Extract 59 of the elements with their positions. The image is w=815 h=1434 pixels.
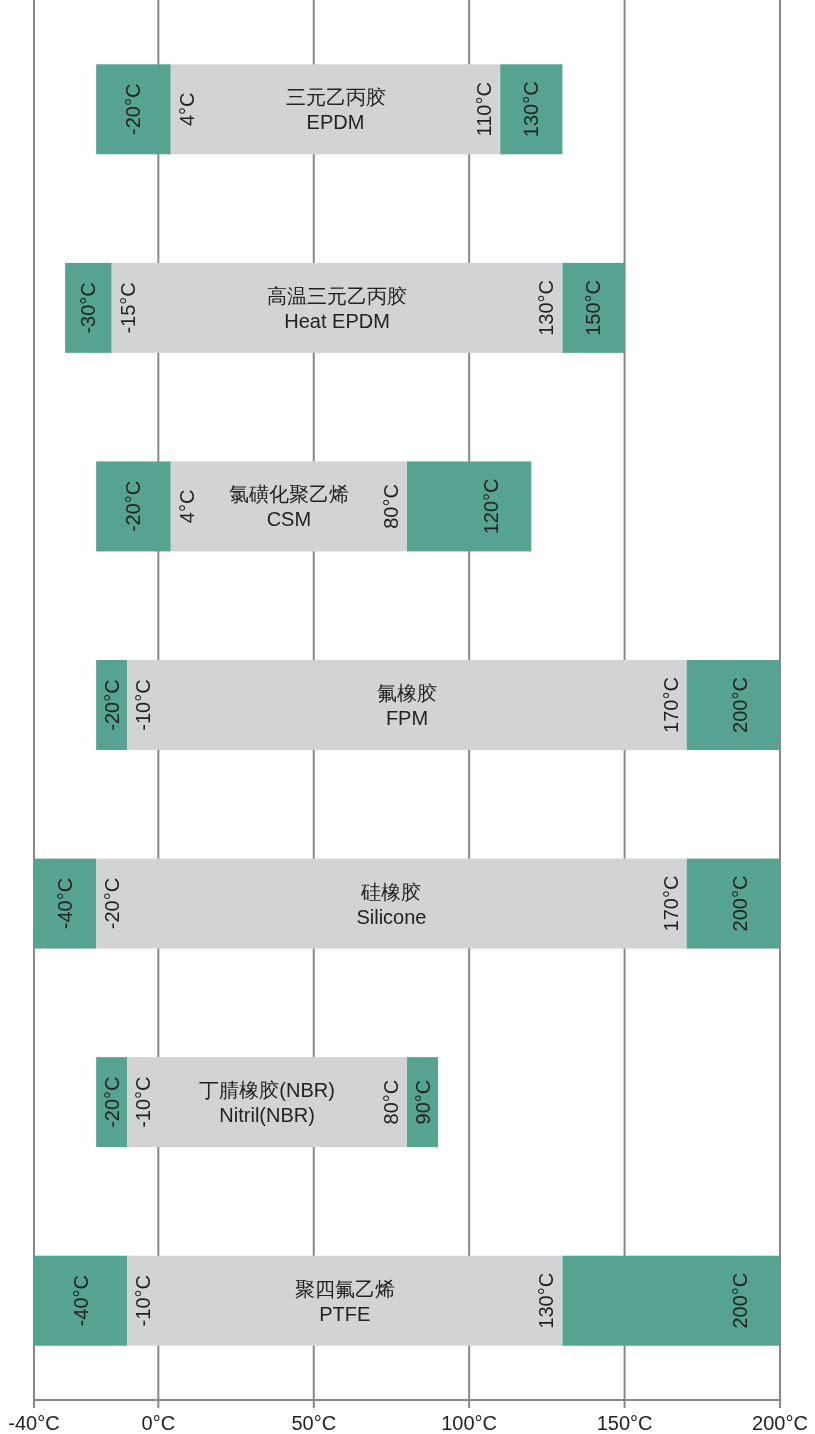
- bar: [65, 262, 112, 353]
- annotation: -20°C: [122, 83, 145, 135]
- bar: [111, 262, 563, 353]
- annotation: -30°C: [77, 282, 100, 334]
- annotation: 200°C: [729, 677, 751, 733]
- annotation: -10°C: [132, 679, 155, 731]
- y-tick-label: 聚四氟乙烯 PTFE: [294, 1277, 395, 1325]
- annotation: 4°C: [175, 489, 198, 524]
- annotation: -20°C: [122, 480, 145, 533]
- annotation: -15°C: [116, 282, 139, 334]
- bar: [562, 262, 625, 353]
- y-tick-label: 氯磺化聚乙烯 CSM: [228, 483, 349, 531]
- bar: [127, 660, 687, 750]
- bar: [127, 1255, 563, 1346]
- annotation: 130°C: [535, 1272, 558, 1329]
- x-tick-label: 200°C: [752, 1412, 808, 1434]
- bar: [407, 461, 532, 552]
- annotation: -10°C: [132, 1275, 155, 1327]
- annotation: 4°C: [175, 92, 198, 127]
- x-tick-label: -40°C: [8, 1412, 60, 1434]
- bar: [96, 64, 171, 155]
- x-tick-label: 50°C: [291, 1412, 337, 1434]
- bar: [96, 858, 687, 949]
- annotation: 170°C: [659, 677, 682, 733]
- annotation: 170°C: [659, 875, 682, 932]
- annotation: 130°C: [520, 81, 543, 138]
- annotation: 90°C: [411, 1079, 434, 1125]
- annotation: -20°C: [100, 679, 123, 731]
- annotation: -40°C: [54, 877, 77, 930]
- y-tick-label: 氟橡胶 FPM: [377, 682, 437, 729]
- annotation: -20°C: [101, 877, 124, 930]
- annotation: 150°C: [582, 279, 605, 336]
- x-tick-label: 100°C: [441, 1412, 498, 1434]
- annotation: 80°C: [380, 1079, 402, 1125]
- bar: [686, 858, 780, 949]
- bar: [500, 64, 563, 155]
- annotation: 130°C: [535, 279, 558, 336]
- x-tick-label: 150°C: [596, 1412, 653, 1434]
- y-tick-label: 高温三元乙丙胶 Heat EPDM: [267, 284, 408, 332]
- y-tick-label: 丁腈橡胶(NBR) Nitril(NBR): [199, 1079, 335, 1127]
- bar: [127, 1057, 407, 1148]
- annotation: 200°C: [729, 1272, 751, 1329]
- bar: [562, 1255, 780, 1346]
- annotation: -20°C: [100, 1076, 123, 1128]
- annotation: -10°C: [132, 1076, 155, 1128]
- annotation: -40°C: [69, 1275, 92, 1327]
- annotation: 110°C: [473, 82, 496, 137]
- bar: [686, 660, 780, 750]
- y-tick-label: 三元乙丙胶 EPDM: [285, 86, 386, 134]
- annotation: 80°C: [380, 484, 402, 529]
- bar: [170, 64, 501, 155]
- annotation: 200°C: [729, 875, 751, 932]
- y-tick-label: 硅橡胶 Silicone: [356, 880, 427, 928]
- bar: [170, 461, 407, 552]
- x-tick-label: 0°C: [141, 1412, 176, 1434]
- bar: [34, 1255, 128, 1346]
- bar: [96, 461, 171, 552]
- annotation: 120°C: [480, 478, 503, 535]
- bar: [34, 858, 97, 949]
